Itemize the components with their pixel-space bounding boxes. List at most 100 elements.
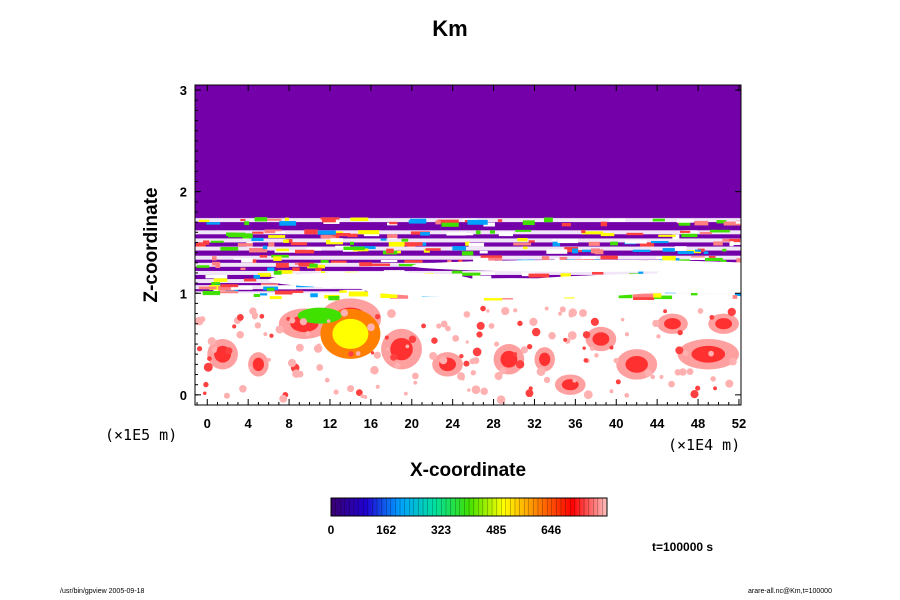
- band-streak: [401, 238, 409, 242]
- speckle: [259, 313, 265, 319]
- speckle: [679, 368, 687, 376]
- speckle: [620, 317, 625, 322]
- band-streak: [196, 242, 206, 248]
- band-streak: [249, 247, 268, 253]
- band-streak: [465, 241, 470, 246]
- band-streak: [330, 260, 347, 265]
- speckle: [496, 395, 506, 405]
- band-streak: [320, 234, 336, 239]
- band-streak: [452, 246, 467, 251]
- band-streak: [464, 220, 470, 223]
- band-streak: [215, 264, 221, 269]
- band-streak: [704, 257, 723, 262]
- band-streak: [273, 256, 282, 261]
- band-streak: [404, 260, 423, 263]
- speckle: [340, 309, 349, 317]
- speckle: [403, 391, 408, 396]
- speckle: [267, 357, 271, 362]
- x-tick-label-6: 24: [445, 416, 460, 431]
- band-streak: [309, 263, 318, 268]
- speckle: [613, 357, 620, 364]
- band-streak: [269, 296, 282, 300]
- band-streak: [285, 239, 293, 243]
- speckle: [548, 332, 556, 340]
- band-streak: [581, 256, 597, 259]
- band-streak: [335, 245, 351, 249]
- speckle: [494, 372, 503, 381]
- speckle: [202, 391, 207, 396]
- speckle: [543, 376, 551, 384]
- band-streak: [274, 250, 297, 253]
- x-axis-unit: (×1E4 m): [668, 436, 741, 454]
- band-streak: [674, 246, 687, 251]
- speckle: [650, 374, 656, 380]
- band-streak: [522, 220, 535, 226]
- band-streak: [588, 241, 600, 246]
- speckle: [471, 385, 481, 395]
- speckle: [445, 325, 451, 332]
- band-streak: [624, 240, 647, 244]
- band-streak: [389, 221, 398, 225]
- speckle: [558, 311, 562, 316]
- speckle: [348, 351, 354, 357]
- band-streak: [243, 233, 253, 239]
- band-streak: [708, 255, 716, 258]
- speckle: [677, 329, 683, 336]
- speckle: [517, 320, 523, 327]
- band-streak: [490, 230, 495, 234]
- band-4: [195, 255, 741, 260]
- speckle: [463, 311, 471, 318]
- speckle: [594, 353, 599, 358]
- colorbar-tick-label-3: 485: [486, 523, 506, 537]
- speckle: [467, 388, 471, 392]
- band-streak: [210, 240, 224, 243]
- band-streak: [497, 219, 503, 222]
- speckle: [405, 344, 410, 349]
- speckle: [624, 332, 630, 337]
- band-streak: [228, 232, 246, 238]
- band-streak: [263, 218, 282, 221]
- band-streak: [283, 239, 289, 243]
- band-streak: [251, 237, 264, 242]
- x-tick-label-2: 8: [285, 416, 292, 431]
- band-3: [195, 246, 741, 251]
- speckle: [412, 372, 419, 380]
- band-streak: [552, 238, 557, 242]
- band-streak: [198, 286, 217, 290]
- band-streak: [435, 220, 441, 225]
- patch-core-1: [252, 357, 265, 372]
- band-streak: [676, 219, 694, 223]
- band-streak: [389, 294, 409, 299]
- speckle: [727, 307, 736, 317]
- x-tick-label-4: 16: [364, 416, 378, 431]
- band-streak: [729, 238, 741, 244]
- band-streak: [582, 231, 604, 235]
- speckle: [725, 379, 734, 388]
- band-streak: [330, 238, 344, 243]
- speckle: [513, 308, 518, 313]
- speckle: [373, 351, 381, 359]
- band-streak: [672, 234, 680, 240]
- speckle: [248, 366, 253, 370]
- y-axis-unit: (×1E5 m): [105, 426, 178, 444]
- speckle: [316, 364, 324, 371]
- x-tick-label-0: 0: [204, 416, 211, 431]
- speckle: [513, 352, 518, 357]
- band-streak: [298, 262, 315, 267]
- band-streak: [225, 295, 242, 299]
- speckle: [644, 369, 653, 377]
- band-streak: [386, 248, 394, 254]
- footer-left: /usr/bin/gpview 2005-09-18: [60, 588, 145, 595]
- upper-region: [195, 85, 741, 218]
- band-streak: [276, 248, 289, 252]
- band-streak: [462, 272, 481, 276]
- speckle: [710, 376, 716, 382]
- speckle: [465, 340, 469, 344]
- speckle: [609, 345, 614, 350]
- band-streak: [259, 255, 268, 258]
- band-streak: [275, 262, 289, 268]
- band-streak: [689, 257, 709, 260]
- speckle: [236, 313, 244, 321]
- band-streak: [651, 240, 669, 244]
